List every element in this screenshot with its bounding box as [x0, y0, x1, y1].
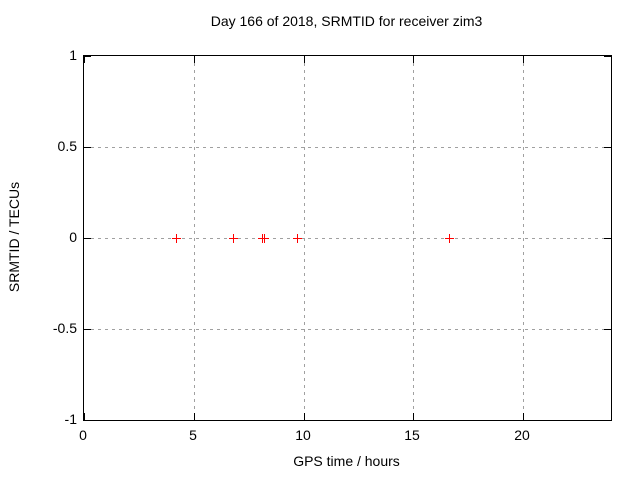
y-tick-mark-left — [84, 147, 91, 148]
y-tick-label: 1 — [69, 47, 77, 63]
y-tick-mark-left — [84, 329, 91, 330]
y-tick-label: 0.5 — [57, 138, 77, 154]
x-tick-mark-bottom — [304, 413, 305, 420]
y-tick-mark-right — [604, 147, 611, 148]
x-tick-mark-bottom — [194, 413, 195, 420]
data-point-marker — [229, 234, 238, 243]
data-point-marker — [260, 234, 269, 243]
y-tick-mark-left — [84, 56, 91, 57]
data-point-marker — [172, 234, 181, 243]
y-tick-mark-right — [604, 329, 611, 330]
x-tick-mark-bottom — [523, 413, 524, 420]
x-tick-mark-top — [523, 56, 524, 63]
y-tick-mark-left — [84, 420, 91, 421]
y-tick-mark-right — [604, 420, 611, 421]
y-tick-mark-right — [604, 56, 611, 57]
y-tick-mark-right — [604, 238, 611, 239]
x-tick-label: 20 — [514, 427, 530, 443]
x-tick-label: 5 — [189, 427, 197, 443]
x-tick-label: 10 — [295, 427, 311, 443]
x-tick-label: 15 — [404, 427, 420, 443]
y-tick-label: -1 — [64, 411, 77, 427]
x-tick-mark-top — [304, 56, 305, 63]
y-tick-mark-left — [84, 238, 91, 239]
data-point-marker — [445, 234, 454, 243]
y-tick-label: 0 — [69, 229, 77, 245]
gridline-horizontal — [84, 238, 611, 239]
chart-title: Day 166 of 2018, SRMTID for receiver zim… — [210, 13, 483, 29]
y-tick-label: -0.5 — [52, 320, 77, 336]
x-tick-mark-bottom — [413, 413, 414, 420]
x-tick-mark-top — [84, 56, 85, 63]
x-axis-label: GPS time / hours — [293, 453, 400, 469]
plot-area — [83, 55, 612, 421]
x-tick-mark-bottom — [84, 413, 85, 420]
y-axis-label: SRMTID / TECUs — [6, 181, 22, 293]
gridline-horizontal — [84, 329, 611, 330]
x-tick-mark-top — [413, 56, 414, 63]
gridline-horizontal — [84, 147, 611, 148]
data-point-marker — [293, 234, 302, 243]
x-tick-mark-top — [194, 56, 195, 63]
x-tick-label: 0 — [79, 427, 87, 443]
